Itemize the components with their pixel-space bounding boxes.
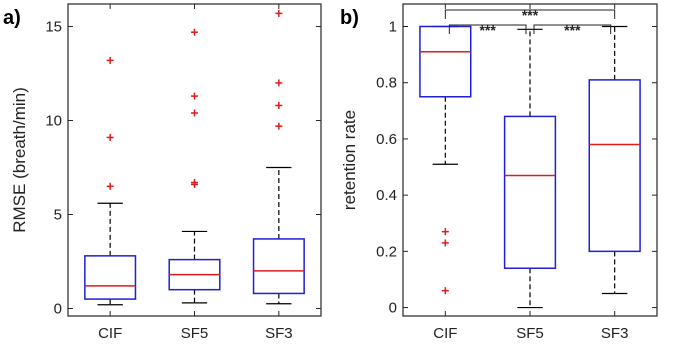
outlier-point [441, 239, 449, 247]
x-tick-label: SF5 [516, 325, 544, 342]
outlier-point [191, 179, 198, 187]
x-tick-label: CIF [433, 325, 457, 342]
outlier-point [441, 287, 449, 295]
y-tick-label: 0 [389, 300, 397, 317]
outlier-point [275, 122, 283, 130]
outlier-point [106, 56, 114, 64]
outlier-point [191, 92, 198, 100]
y-tick-label: 0.2 [376, 243, 397, 260]
y-tick-label: 5 [54, 207, 62, 224]
panel-label: b) [340, 7, 359, 29]
box-cif [84, 56, 137, 306]
outlier-point [275, 101, 283, 109]
box-sf3 [252, 9, 305, 305]
plot-frame [67, 3, 322, 317]
box-iqr [588, 79, 641, 253]
y-axis-label: RMSE (breath/min) [10, 87, 29, 232]
outlier-point [275, 79, 283, 87]
panel-label: a) [3, 7, 21, 29]
outlier-point [106, 133, 114, 141]
x-tick-label: CIF [98, 325, 122, 342]
box-iqr [503, 115, 557, 269]
y-tick-label: 0.8 [376, 75, 397, 92]
significance-bracket: *** [533, 22, 612, 38]
y-tick-label: 0.4 [376, 187, 397, 204]
y-tick-label: 15 [45, 19, 62, 36]
significance-bracket: *** [444, 7, 616, 23]
y-tick-label: 0 [54, 300, 62, 317]
y-tick-label: 10 [45, 113, 62, 130]
outlier-point [106, 182, 114, 190]
y-tick-label: 0.6 [376, 131, 397, 148]
box-sf5 [168, 28, 221, 304]
significance-bracket: *** [448, 22, 527, 38]
panel-b-retention: 0 0.2 0.4 0.6 0.8 1 CIF SF5 SF3 retention rate b) *… [340, 3, 658, 342]
y-axis-label: retention rate [340, 110, 359, 210]
panel-a-rmse: 0 5 10 15 CIF SF5 SF3 RMSE (breath/min) a) [3, 3, 322, 342]
x-tick-label: SF5 [181, 325, 209, 342]
x-tick-label: SF3 [265, 325, 293, 342]
outlier-point [191, 28, 198, 36]
box-sf5 [503, 28, 557, 309]
box-iqr [252, 238, 305, 295]
outlier-point [275, 9, 283, 17]
significance-label: *** [564, 22, 581, 38]
outlier-point [191, 109, 198, 117]
box-iqr [419, 25, 472, 98]
significance-label: *** [522, 7, 539, 23]
box-cif [419, 25, 472, 295]
y-tick-label: 1 [389, 18, 397, 35]
outlier-point [441, 228, 449, 236]
significance-label: *** [479, 22, 496, 38]
box-iqr [84, 255, 137, 300]
box-sf3 [588, 25, 641, 295]
x-tick-label: SF3 [601, 325, 629, 342]
